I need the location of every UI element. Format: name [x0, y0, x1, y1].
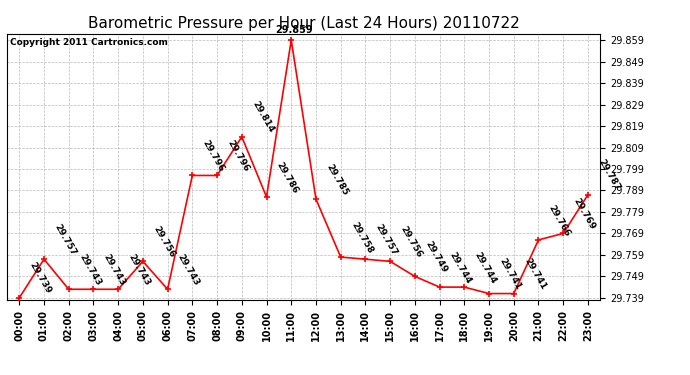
Text: 29.743: 29.743 — [176, 252, 201, 287]
Text: 29.744: 29.744 — [473, 250, 498, 285]
Text: 29.749: 29.749 — [423, 239, 448, 274]
Text: 29.796: 29.796 — [201, 138, 226, 173]
Text: 29.785: 29.785 — [324, 162, 350, 197]
Text: 29.744: 29.744 — [448, 250, 473, 285]
Text: 29.758: 29.758 — [349, 220, 374, 255]
Text: 29.766: 29.766 — [546, 203, 572, 238]
Text: 29.741: 29.741 — [522, 256, 547, 291]
Text: 29.769: 29.769 — [571, 196, 597, 231]
Text: 29.756: 29.756 — [151, 225, 177, 259]
Text: 29.757: 29.757 — [374, 222, 399, 257]
Text: 29.787: 29.787 — [596, 158, 622, 193]
Text: 29.757: 29.757 — [52, 222, 77, 257]
Text: Copyright 2011 Cartronics.com: Copyright 2011 Cartronics.com — [10, 38, 168, 47]
Text: 29.796: 29.796 — [226, 138, 250, 173]
Text: 29.743: 29.743 — [101, 252, 127, 287]
Text: 29.739: 29.739 — [28, 261, 53, 296]
Text: 29.743: 29.743 — [77, 252, 102, 287]
Text: 29.741: 29.741 — [497, 256, 522, 291]
Text: 29.814: 29.814 — [250, 100, 275, 135]
Text: 29.743: 29.743 — [126, 252, 152, 287]
Text: 29.859: 29.859 — [275, 25, 313, 34]
Text: 29.756: 29.756 — [398, 225, 424, 259]
Text: 29.786: 29.786 — [275, 160, 300, 195]
Title: Barometric Pressure per Hour (Last 24 Hours) 20110722: Barometric Pressure per Hour (Last 24 Ho… — [88, 16, 520, 31]
